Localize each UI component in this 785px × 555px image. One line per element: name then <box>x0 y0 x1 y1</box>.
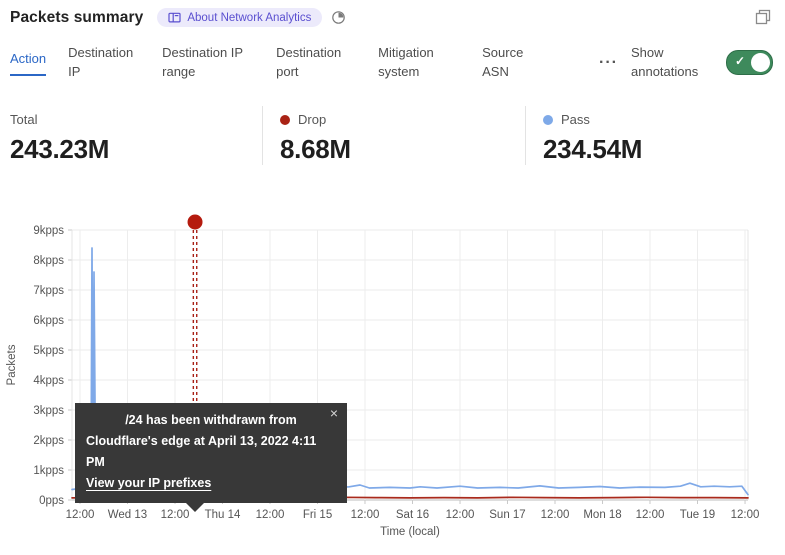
y-tick-label: 0pps <box>39 495 64 507</box>
stat-total-label: Total <box>10 112 38 127</box>
x-tick-label: Sat 16 <box>396 509 429 521</box>
stat-pass-label: Pass <box>561 112 590 127</box>
packets-chart: 0pps 1kpps 2kpps 3kpps 4kpps 5kpps 6kpps 7kpps 8… <box>0 210 785 555</box>
x-axis-label: Time (local) <box>380 526 440 538</box>
pass-dot-icon <box>543 114 553 125</box>
y-tick-label: 2kpps <box>33 435 64 447</box>
x-tick-label: 12:00 <box>541 509 570 521</box>
panel-header: Packets summary About Network Analytics <box>10 8 346 27</box>
y-tick-label: 8kpps <box>33 255 64 267</box>
view-ip-prefixes-link[interactable]: View your IP prefixes <box>86 476 212 490</box>
toggle-knob <box>751 53 770 73</box>
x-tick-label: Sun 17 <box>489 509 525 521</box>
book-icon <box>168 11 181 24</box>
x-tick-label: 12:00 <box>731 509 760 521</box>
about-badge-label: About Network Analytics <box>187 11 312 24</box>
y-tick-label: 6kpps <box>33 315 64 327</box>
annotation-tooltip: × /24 has been withdrawn from Cloudflare… <box>75 403 347 512</box>
y-tick-label: 9kpps <box>33 225 64 237</box>
tab-mitigation-system[interactable]: Mitigation system <box>378 44 460 82</box>
tooltip-line2: Cloudflare's edge at April 13, 2022 4:11… <box>86 434 317 469</box>
x-tick-label: 12:00 <box>256 509 285 521</box>
x-tick-label: Wed 13 <box>108 509 147 521</box>
y-tick-label: 1kpps <box>33 465 64 477</box>
stat-drop-label: Drop <box>298 112 327 127</box>
x-tick-label: Mon 18 <box>583 509 621 521</box>
x-tick-label: 12:00 <box>351 509 380 521</box>
more-tabs-icon[interactable]: ··· <box>599 53 618 71</box>
x-tick-label: 12:00 <box>66 509 95 521</box>
page-title: Packets summary <box>10 8 144 26</box>
show-annotations-label: Show annotations <box>631 45 699 79</box>
tab-source-asn[interactable]: Source ASN <box>482 44 534 82</box>
tab-destination-port[interactable]: Destination port <box>276 44 356 82</box>
stat-drop: Drop 8.68M <box>262 106 525 165</box>
show-annotations-toggle[interactable]: ✓ <box>726 50 773 76</box>
tab-destination-ip[interactable]: Destination IP <box>68 44 140 82</box>
x-tick-label: Thu 14 <box>205 509 241 521</box>
stat-pass: Pass 234.54M <box>525 106 775 165</box>
tabs-right-group: ··· Show annotations ✓ <box>599 44 773 82</box>
stat-drop-value: 8.68M <box>280 134 351 164</box>
y-tick-label: 7kpps <box>33 285 64 297</box>
packets-chart-svg: 0pps 1kpps 2kpps 3kpps 4kpps 5kpps 6kpps 7kpps 8… <box>6 214 760 538</box>
y-tick-label: 3kpps <box>33 405 64 417</box>
x-tick-label: Tue 19 <box>680 509 715 521</box>
annotation-dot[interactable] <box>187 214 203 230</box>
check-icon: ✓ <box>735 54 746 69</box>
close-icon[interactable]: × <box>329 405 338 421</box>
y-tick-label: 4kpps <box>33 375 64 387</box>
time-range-icon[interactable] <box>331 10 346 25</box>
x-tick-label: 12:00 <box>161 509 190 521</box>
x-tick-label: 12:00 <box>636 509 665 521</box>
tooltip-caret <box>185 502 205 512</box>
dimension-tabs: Action Destination IP Destination IP ran… <box>10 44 773 82</box>
stat-total: Total 243.23M <box>10 106 262 165</box>
y-axis-label: Packets <box>6 344 18 385</box>
x-tick-label: Fri 15 <box>303 509 332 521</box>
stat-pass-value: 234.54M <box>543 134 643 164</box>
tab-action[interactable]: Action <box>10 50 47 76</box>
summary-stats: Total 243.23M Drop 8.68M Pass 234.54M <box>10 106 775 165</box>
stat-total-value: 243.23M <box>10 134 110 164</box>
tooltip-line1: /24 has been withdrawn from <box>125 413 297 427</box>
tab-destination-ip-range[interactable]: Destination IP range <box>162 44 254 82</box>
drop-dot-icon <box>280 114 290 125</box>
about-network-analytics-badge[interactable]: About Network Analytics <box>157 8 323 27</box>
x-tick-label: 12:00 <box>446 509 475 521</box>
y-tick-label: 5kpps <box>33 345 64 357</box>
expand-icon[interactable] <box>755 9 771 30</box>
